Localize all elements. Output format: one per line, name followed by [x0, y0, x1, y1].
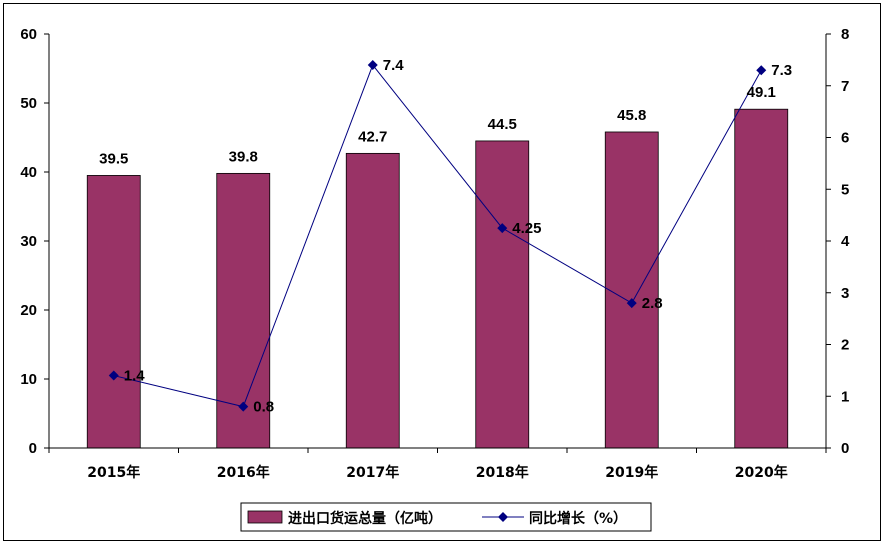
- growth-value-label: 2.8: [642, 295, 663, 312]
- y-right-tick-label: 8: [841, 26, 849, 43]
- bar-value-label: 45.8: [617, 107, 646, 124]
- y-left-tick-label: 30: [20, 233, 37, 250]
- y-left-tick-label: 20: [20, 302, 37, 319]
- growth-value-label: 1.4: [124, 368, 146, 385]
- x-tick-label: 2016年: [217, 464, 270, 481]
- growth-point: [626, 298, 637, 309]
- y-left-tick-label: 50: [20, 95, 37, 112]
- axes: 0 10 20 30 40 50 60 0 1 2 3 4 5 6 7 8 2015年 2016年 2017年 201…: [20, 26, 850, 481]
- y-right-tick-label: 6: [841, 130, 849, 147]
- legend: 进出口货运总量（亿吨） 同比增长（%）: [240, 502, 652, 532]
- bar: [345, 152, 400, 449]
- y-right-tick-label: 3: [841, 285, 849, 302]
- x-tick-label: 2019年: [605, 464, 658, 481]
- y-left-tick-label: 60: [20, 26, 37, 43]
- bar-value-label: 39.5: [99, 150, 128, 167]
- line-series: [108, 60, 767, 412]
- y-right-tick-label: 1: [841, 388, 849, 405]
- growth-point: [238, 401, 249, 412]
- y-right-tick-label: 2: [841, 337, 849, 354]
- growth-point: [367, 60, 378, 71]
- x-tick-label: 2020年: [735, 464, 788, 481]
- growth-value-label: 0.8: [253, 399, 274, 416]
- bar-value-label: 39.8: [229, 148, 258, 165]
- legend-line-label: 同比增长（%）: [529, 510, 627, 527]
- y-right-tick-label: 5: [841, 181, 849, 198]
- legend-bar-swatch: [247, 510, 283, 524]
- bar: [734, 108, 789, 449]
- legend-bar-label: 进出口货运总量（亿吨）: [288, 510, 442, 527]
- growth-value-label: 7.3: [771, 62, 792, 79]
- growth-point: [108, 370, 119, 381]
- growth-value-label: 7.4: [383, 57, 405, 74]
- bar-value-label: 49.1: [747, 84, 776, 101]
- y-right-tick-label: 0: [841, 440, 849, 457]
- growth-line: [113, 64, 762, 408]
- bar: [475, 140, 530, 449]
- growth-point: [756, 65, 767, 76]
- y-left-tick-label: 0: [29, 440, 37, 457]
- growth-point: [497, 223, 508, 234]
- chart-frame: [3, 3, 881, 541]
- bar-value-label: 44.5: [488, 116, 517, 133]
- y-right-tick-label: 4: [841, 233, 850, 250]
- x-tick-label: 2017年: [346, 464, 399, 481]
- y-left-tick-label: 40: [20, 164, 37, 181]
- x-tick-label: 2018年: [476, 464, 529, 481]
- bar-value-label: 42.7: [358, 128, 387, 145]
- legend-line-marker: [498, 512, 508, 522]
- x-tick-label: 2015年: [87, 464, 140, 481]
- y-left-tick-label: 10: [20, 371, 37, 388]
- bar: [604, 131, 659, 449]
- bar: [86, 175, 141, 449]
- data-labels: 39.5 39.8 42.7 44.5 45.8 49.1 1.4 0.8 7.4 4.25 2.8…: [99, 57, 792, 416]
- bar-series: [86, 108, 789, 449]
- y-right-tick-label: 7: [841, 78, 849, 95]
- growth-value-label: 4.25: [512, 220, 541, 237]
- legend-box: [240, 502, 652, 532]
